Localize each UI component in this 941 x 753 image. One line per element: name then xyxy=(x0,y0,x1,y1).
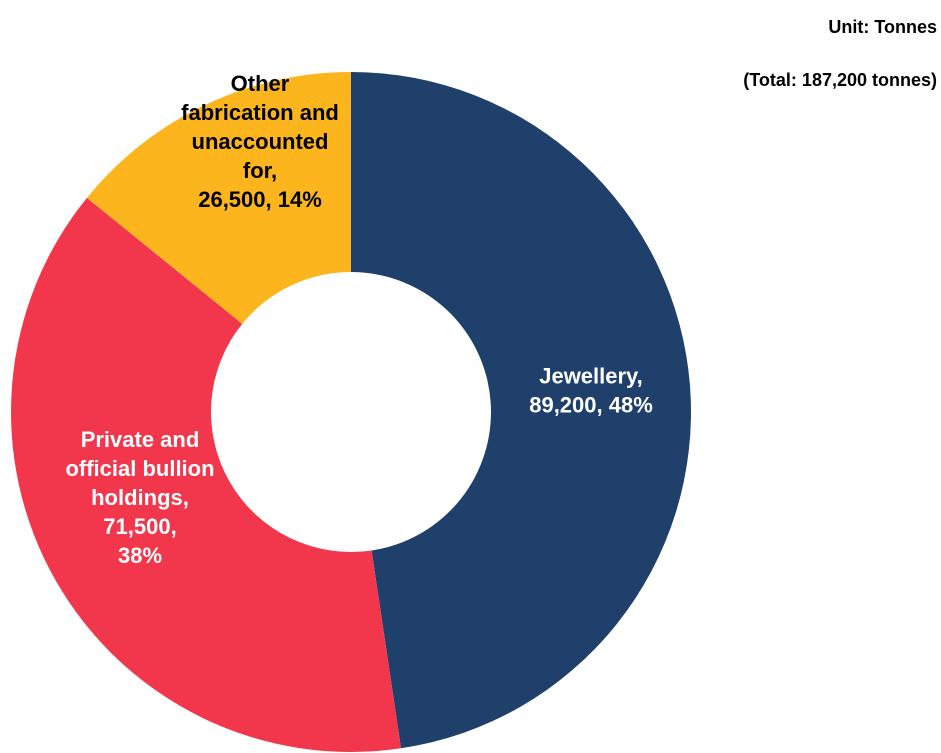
slice-label-line: 71,500, xyxy=(103,514,176,539)
slice-label-line: Private and xyxy=(81,427,200,452)
slice-jewellery xyxy=(351,72,692,749)
slice-label-line: 38% xyxy=(118,543,162,568)
slice-label-jewellery: Jewellery, 89,200, 48% xyxy=(529,364,653,418)
slice-label-line: Jewellery, xyxy=(539,364,643,389)
slice-label-line: 26,500, 14% xyxy=(198,187,322,212)
total-note: (Total: 187,200 tonnes) xyxy=(743,70,937,90)
slice-label-line: fabrication and xyxy=(181,100,339,125)
slice-label-line: for, xyxy=(243,158,277,183)
slice-label-line: Other xyxy=(231,71,290,96)
slice-other-fabrication-and-unaccounted-for xyxy=(86,71,351,324)
slice-label-line: 89,200, 48% xyxy=(529,393,653,418)
slice-label-other-fabrication-and-unaccounted-for: Other fabrication and unaccounted for, 26,50… xyxy=(181,71,339,212)
unit-note: Unit: Tonnes xyxy=(828,17,937,37)
slice-label-private-and-official-bullion-holdings: Private and official bullion holdings, 71,5… xyxy=(65,427,214,568)
slice-label-line: official bullion xyxy=(65,456,214,481)
slice-label-line: unaccounted xyxy=(192,129,329,154)
slice-label-line: holdings, xyxy=(91,485,189,510)
slice-private-and-official-bullion-holdings xyxy=(11,197,402,752)
